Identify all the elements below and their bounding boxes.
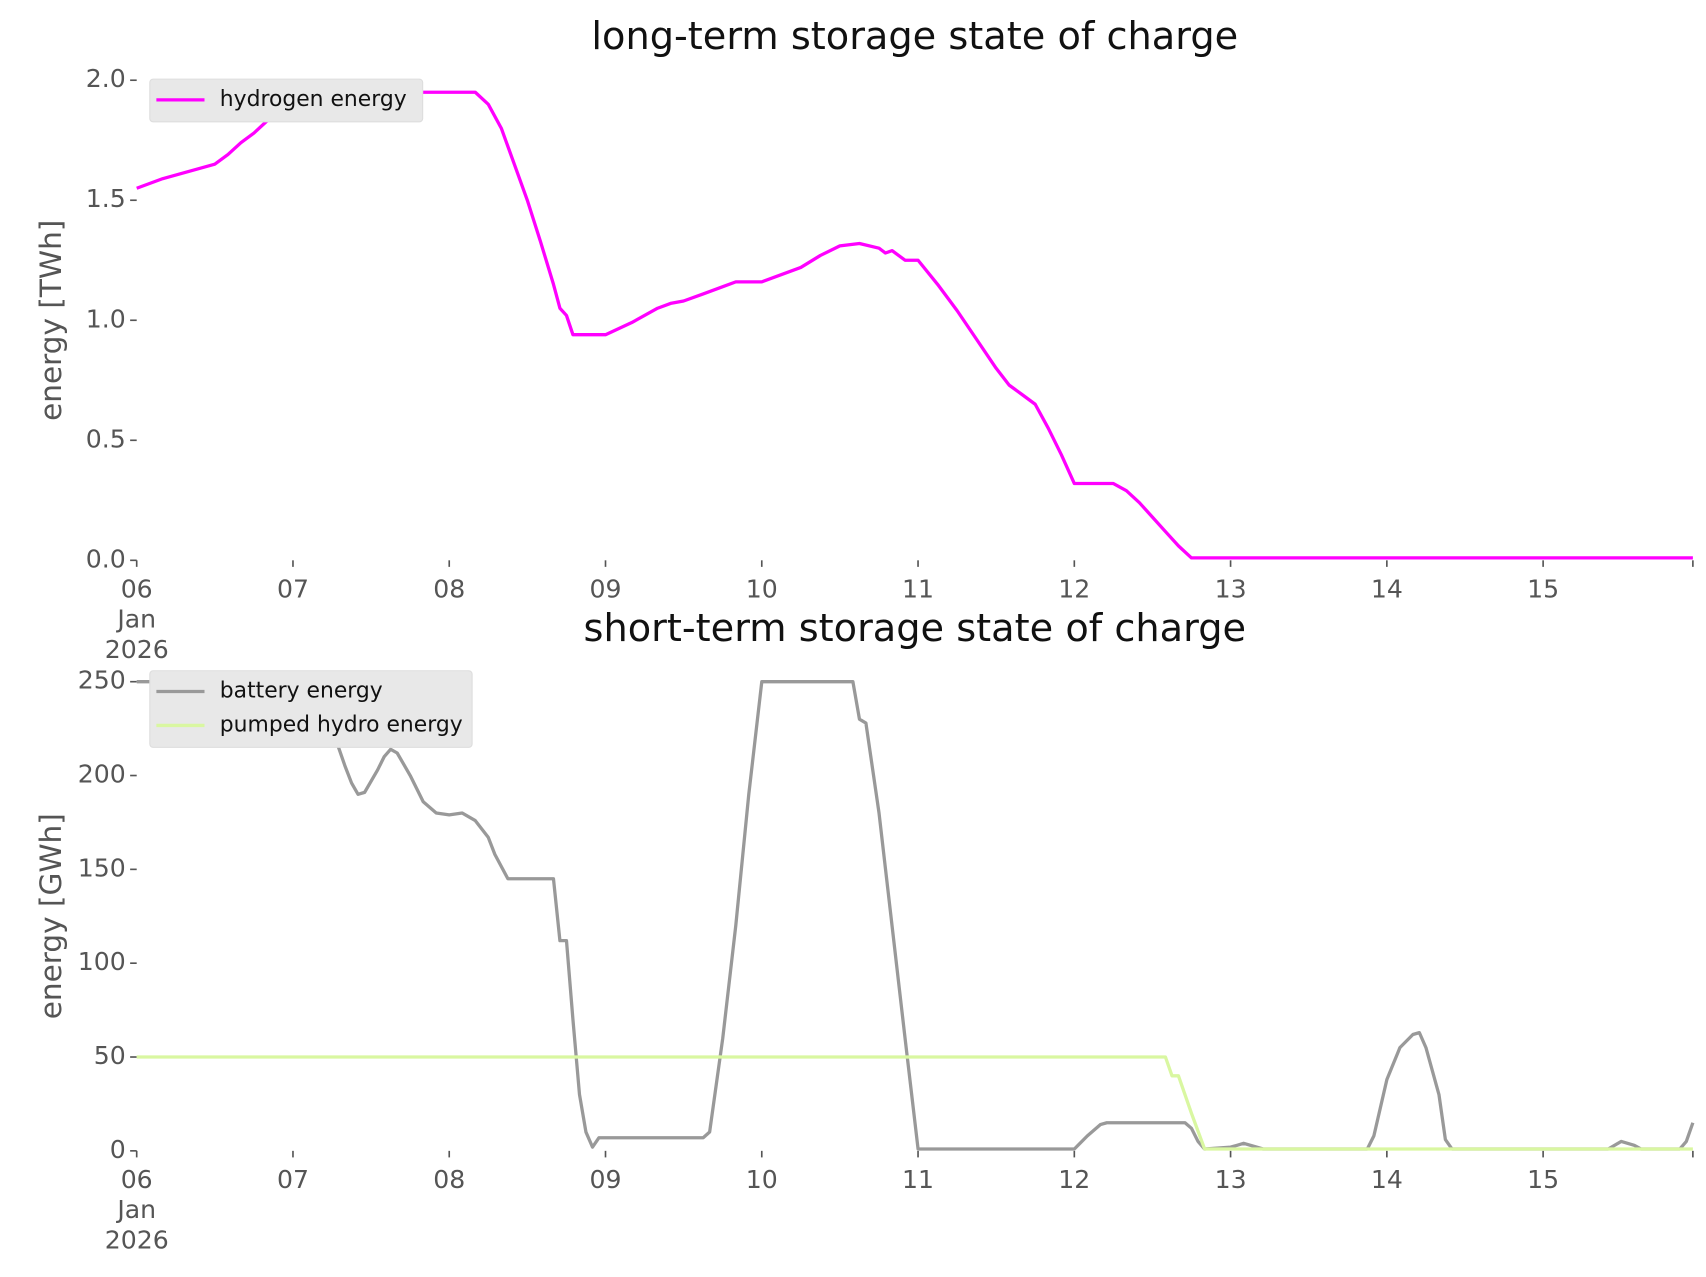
x-tick-label: 07	[277, 1165, 309, 1194]
chart-title: short-term storage state of charge	[584, 606, 1247, 651]
y-axis-label: energy [TWh]	[34, 220, 68, 421]
y-tick-label: 150	[78, 853, 126, 882]
y-tick-label: 200	[78, 760, 126, 789]
y-tick-label: 1.5	[86, 184, 126, 213]
x-tick-label: 15	[1527, 1165, 1559, 1194]
x-tick-label: 14	[1371, 1165, 1403, 1194]
y-tick-label: 0	[110, 1135, 126, 1164]
x-tick-label: 10	[746, 1165, 778, 1194]
x-tick-label: 12	[1058, 574, 1090, 603]
x-tick-label: 10	[746, 574, 778, 603]
x-tick-label: 08	[433, 1165, 465, 1194]
legend-label: hydrogen energy	[220, 87, 407, 112]
x-tick-label: 06 Jan 2026	[105, 574, 169, 663]
x-tick-label: 15	[1527, 574, 1559, 603]
x-tick-label: 08	[433, 574, 465, 603]
chart-title: long-term storage state of charge	[591, 14, 1238, 59]
x-tick-label: 13	[1215, 1165, 1247, 1194]
x-tick-label: 09	[590, 1165, 622, 1194]
x-tick-label: 12	[1058, 1165, 1090, 1194]
y-tick-label: 250	[78, 666, 126, 695]
legend-box	[149, 78, 424, 123]
series-line	[136, 1055, 1693, 1151]
y-tick-label: 2.0	[86, 64, 126, 93]
x-tick-label: 13	[1215, 574, 1247, 603]
x-tick-label: 06 Jan 2026	[105, 1165, 169, 1254]
x-tick-label: 07	[277, 574, 309, 603]
y-tick-label: 0.5	[86, 424, 126, 453]
y-tick-label: 100	[78, 947, 126, 976]
y-tick-label: 0.0	[86, 544, 126, 573]
y-tick-label: 1.0	[86, 304, 126, 333]
y-tick-label: 50	[94, 1041, 126, 1070]
legend-label: battery energy	[220, 679, 383, 704]
x-tick-label: 09	[590, 574, 622, 603]
legend-label: pumped hydro energy	[220, 712, 463, 737]
series-line	[136, 90, 1693, 560]
x-tick-label: 11	[902, 574, 934, 603]
legend-box	[149, 670, 473, 748]
x-tick-label: 14	[1371, 574, 1403, 603]
x-tick-label: 11	[902, 1165, 934, 1194]
series-line	[136, 680, 1695, 1151]
y-axis-label: energy [GWh]	[34, 813, 68, 1019]
